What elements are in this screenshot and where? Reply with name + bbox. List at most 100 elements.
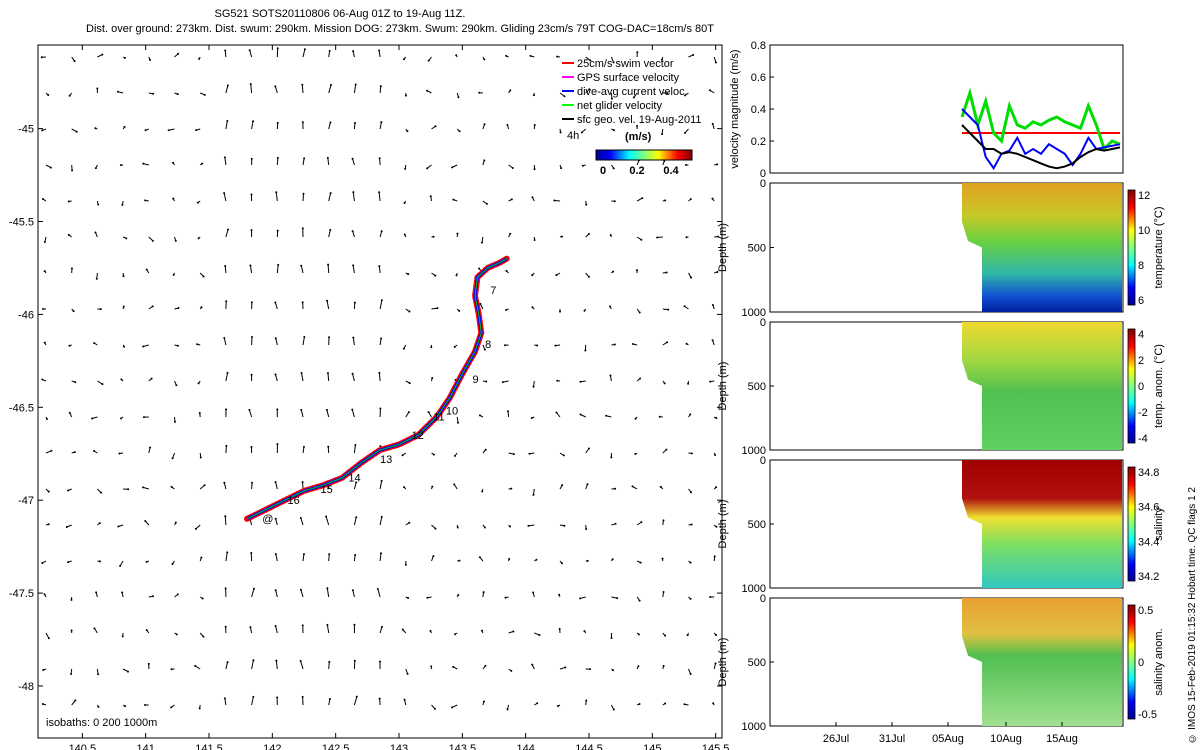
- geo-arrow-head: [150, 377, 153, 380]
- geo-arrow-head: [252, 695, 255, 698]
- geo-arrow-head: [43, 341, 46, 344]
- geo-arrow-head: [663, 160, 666, 163]
- colorbar-tick: 2: [1138, 355, 1144, 367]
- section-salinity-anom: 0 500 1000 Depth (m) 0.5 0 -0.5 salinity anom. 2…: [717, 593, 1165, 745]
- geo-arrow-head: [692, 53, 695, 56]
- geo-arrow-head: [144, 703, 147, 706]
- geo-arrow-head: [689, 198, 692, 201]
- geo-arrow-head: [483, 348, 486, 351]
- geo-arrow-head: [378, 660, 381, 663]
- geo-arrow: [275, 625, 278, 634]
- geo-arrow-head: [224, 587, 227, 590]
- credit-text: © IMOS 15-Feb-2019 01:15:32 Hobart time.…: [1187, 487, 1198, 744]
- geo-arrow-head: [144, 199, 147, 202]
- geo-arrow-head: [581, 164, 584, 167]
- geo-arrow-head: [533, 238, 536, 241]
- colorbar-tick: 10: [1138, 225, 1150, 237]
- geo-arrow-head: [612, 270, 615, 273]
- x-tick-label: 141.5: [195, 743, 223, 750]
- geo-arrow-head: [274, 337, 277, 340]
- geo-arrow-head: [353, 623, 356, 626]
- geo-arrow-head: [408, 310, 411, 313]
- geo-arrow-head: [170, 668, 173, 671]
- geo-arrow-head: [684, 163, 687, 166]
- time-tick-label: 26Jul: [823, 733, 849, 745]
- geo-arrow-head: [352, 50, 355, 53]
- geo-arrow-head: [171, 457, 174, 460]
- geo-arrow-head: [142, 416, 145, 419]
- colorbar-tick: 0.5: [1138, 605, 1153, 617]
- colorbar-tick: 8: [1138, 260, 1144, 272]
- geo-arrow: [325, 516, 330, 526]
- geo-arrow-head: [683, 305, 686, 308]
- geo-arrow-head: [199, 456, 202, 459]
- geo-arrow-head: [351, 157, 354, 160]
- geo-arrow-head: [479, 302, 482, 305]
- geo-arrow-head: [43, 241, 46, 244]
- geo-arrow: [225, 229, 229, 238]
- colorbar-tick: 4: [1138, 329, 1144, 341]
- geo-arrow-head: [352, 191, 355, 194]
- geo-arrow-head: [666, 92, 669, 95]
- geo-arrow-head: [714, 61, 717, 64]
- geo-arrow-head: [41, 562, 44, 565]
- geo-arrow-head: [250, 301, 253, 304]
- geo-arrow: [275, 374, 278, 382]
- geo-arrow-head: [227, 228, 230, 231]
- geo-arrow: [300, 265, 304, 274]
- geo-arrow-head: [689, 413, 692, 416]
- geo-arrow-head: [480, 629, 483, 632]
- y-tick-label: -47: [18, 495, 34, 507]
- geo-arrow: [379, 231, 383, 238]
- geo-arrow-head: [151, 239, 154, 242]
- geo-arrow-head: [554, 344, 557, 347]
- geo-arrow-head: [563, 95, 566, 98]
- geo-arrow-head: [659, 485, 662, 488]
- geo-arrow-head: [68, 344, 71, 347]
- geo-arrow-head: [303, 336, 306, 339]
- geo-arrow-head: [301, 83, 304, 86]
- geo-arrow-head: [224, 265, 227, 268]
- geo-arrow-head: [275, 191, 278, 194]
- depth-tick-label: 500: [748, 657, 766, 669]
- geo-arrow-head: [147, 662, 150, 665]
- geo-arrow-head: [200, 556, 203, 559]
- geo-arrow-head: [632, 96, 635, 99]
- geo-arrow-head: [145, 629, 148, 632]
- section-temp-anom: 0 500 1000 Depth (m) 4 2 0 -2 -4 temp. anom. (°C): [717, 317, 1165, 457]
- geo-arrow-head: [452, 198, 455, 201]
- geo-arrow-head: [432, 555, 435, 558]
- geo-arrow-head: [451, 706, 454, 709]
- geo-arrow-head: [97, 705, 100, 708]
- geo-arrow: [224, 50, 227, 58]
- geo-arrow: [302, 158, 305, 166]
- geo-arrow-head: [504, 596, 507, 599]
- depth-label: Depth (m): [717, 362, 729, 411]
- depth-tick-label: 1000: [742, 583, 766, 595]
- geo-arrow-head: [101, 383, 104, 386]
- geo-arrow-head: [198, 57, 201, 60]
- geo-arrow-head: [167, 129, 170, 132]
- geo-arrow-head: [664, 199, 667, 202]
- geo-arrow-head: [426, 596, 429, 599]
- geo-arrow-head: [250, 445, 253, 448]
- x-tick-label: 145.5: [702, 743, 730, 750]
- geo-arrow: [224, 698, 227, 706]
- geo-arrow-head: [68, 94, 71, 97]
- x-tick-label: 143: [390, 743, 408, 750]
- geo-arrow-head: [505, 269, 508, 272]
- geo-arrow-head: [250, 551, 253, 554]
- section-colorbar: [1127, 189, 1136, 306]
- geo-arrow-head: [708, 89, 711, 92]
- section-field: [962, 598, 1122, 726]
- geo-arrow-head: [478, 556, 481, 559]
- geo-arrow-head: [202, 275, 205, 278]
- geo-arrow-head: [426, 167, 429, 170]
- geo-arrow-head: [714, 454, 717, 457]
- geo-arrow-head: [579, 413, 582, 416]
- chart-title-line2: Dist. over ground: 273km. Dist. swum: 29…: [86, 23, 714, 35]
- geo-arrow-head: [427, 59, 430, 62]
- geo-arrow-head: [98, 560, 101, 563]
- geo-arrow-head: [404, 94, 407, 97]
- geo-arrow-head: [226, 551, 229, 554]
